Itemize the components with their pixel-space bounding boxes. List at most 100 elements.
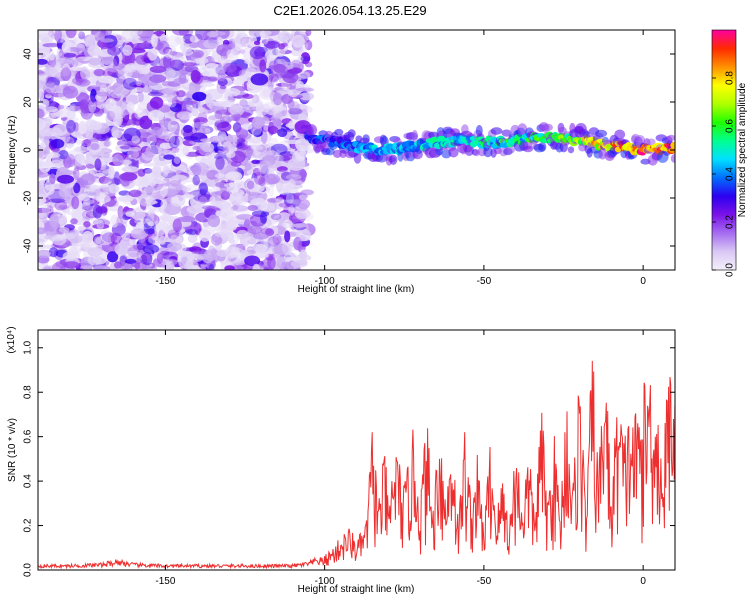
spectrogram-noise-cell (107, 251, 119, 263)
snr-x-label: Height of straight line (km) (298, 584, 415, 595)
spectrogram-noise-cell (101, 232, 118, 243)
spectrogram-noise-cell (293, 236, 302, 251)
spectrogram-noise-cell (141, 174, 158, 186)
spectrogram-noise-cell (192, 175, 200, 186)
spectrogram-noise-cell (38, 212, 45, 219)
spectrogram-noise-cell (158, 235, 167, 245)
spectrogram-noise-cell (76, 56, 94, 61)
spectrogram-noise-cell (119, 172, 138, 181)
spectrogram-noise-cell (300, 189, 314, 196)
spectrogram-noise-cell (98, 75, 116, 84)
spectrogram-track-halo (483, 146, 493, 158)
spectrogram-noise-cell (226, 49, 235, 59)
spectrogram-noise-cell (205, 93, 213, 108)
spectrogram-noise-cell (74, 104, 81, 111)
spectrogram-noise-cell (75, 78, 91, 87)
spectrogram-noise-cell (181, 62, 197, 67)
spectrogram-noise-cell (273, 214, 284, 223)
snr-x-tick-label: -50 (477, 576, 492, 587)
spectrogram-noise-cell (215, 156, 225, 170)
spectrogram-track-halo (503, 146, 515, 154)
colorbar-tick-label: 0.4 (725, 167, 736, 181)
spectrogram-noise-cell (140, 253, 151, 260)
spectrogram-noise-cell (108, 165, 115, 179)
spectrogram-noise-cell (159, 164, 177, 174)
spectrogram-noise-cell (199, 64, 207, 74)
snr-y-tick-label: 0.8 (23, 385, 34, 399)
spectrogram-noise-cell (180, 100, 198, 105)
spectrogram-noise-cell (297, 235, 306, 242)
spectrogram-noise-cell (38, 118, 46, 131)
spectrogram-noise-cell (183, 124, 193, 134)
spectrogram-noise-cell (294, 148, 307, 161)
spectrogram-noise-cell (124, 250, 142, 259)
spectrogram-noise-cell (43, 36, 53, 43)
spectrogram-noise-cell (202, 253, 213, 264)
spectrogram-noise-cell (200, 138, 216, 143)
spectrogram-noise-cell (168, 179, 182, 194)
spectrogram-y-tick-label: 20 (23, 96, 34, 108)
spectrogram-noise-cell (186, 165, 201, 176)
spectrogram-noise-cell (237, 30, 246, 36)
spectrogram-x-tick-label: -150 (155, 276, 175, 287)
spectrogram-noise-cell (180, 126, 197, 138)
spectrogram-noise-cell (96, 194, 111, 204)
spectrogram-noise-cell (299, 92, 315, 101)
spectrogram-noise-cell (142, 41, 150, 48)
spectrogram-track-halo (501, 129, 512, 137)
spectrogram-noise-cell (304, 61, 313, 68)
spectrogram-noise-cell (195, 57, 209, 64)
spectrogram-noise-cell (124, 258, 137, 264)
spectrogram-noise-cell (291, 34, 305, 48)
spectrogram-noise-cell (93, 68, 106, 77)
spectrogram-noise-cell (165, 225, 176, 240)
spectrogram-noise-cell (200, 82, 215, 87)
spectrogram-noise-cell (96, 91, 109, 97)
spectrogram-noise-cell (166, 35, 182, 47)
spectrogram-noise-cell (137, 92, 151, 105)
spectrogram-noise-cell (128, 48, 146, 54)
spectrogram-track-halo (464, 144, 475, 156)
spectrogram-noise-cell (252, 232, 269, 240)
spectrogram-noise-cell (251, 94, 260, 104)
spectrogram-noise-cell (62, 63, 71, 77)
spectrogram-noise-cell (181, 194, 195, 199)
spectrogram-noise-cell (87, 254, 102, 266)
spectrogram-noise-cell (140, 254, 148, 265)
spectrogram-noise-cell (38, 33, 46, 40)
spectrogram-noise-cell (38, 52, 46, 59)
spectrogram-track-halo (490, 127, 503, 135)
spectrogram-noise-cell (86, 141, 103, 153)
spectrogram-noise-cell (95, 206, 108, 214)
spectrogram-noise-cell (92, 133, 103, 140)
spectrogram-noise-cell (157, 40, 170, 55)
spectrogram-noise-cell (276, 166, 288, 172)
spectrogram-noise-cell (212, 111, 228, 123)
spectrogram-noise-cell (93, 265, 111, 270)
spectrogram-noise-cell (41, 204, 51, 216)
spectrogram-noise-cell (128, 189, 142, 198)
spectrogram-noise-cell (265, 173, 281, 185)
spectrogram-noise-cell (228, 238, 236, 245)
spectrogram-noise-cell (73, 182, 81, 194)
spectrogram-noise-cell (98, 157, 108, 162)
spectrogram-noise-cell (121, 166, 139, 173)
colorbar-tick-label: 0.2 (725, 215, 736, 229)
spectrogram-noise-cell (142, 244, 160, 254)
spectrogram-noise-cell (89, 30, 101, 38)
spectrogram-noise-cell (241, 123, 253, 130)
spectrogram-noise-cell (199, 196, 208, 204)
spectrogram-noise-cell (211, 54, 224, 63)
spectrogram-noise-cell (300, 56, 311, 62)
spectrogram-noise-cell (267, 255, 276, 270)
spectrogram-noise-cell (78, 156, 92, 165)
spectrogram-noise-cell (146, 213, 159, 226)
spectrogram-noise-cell (287, 89, 299, 98)
spectrogram-noise-cell (113, 171, 121, 186)
spectrogram-noise-cell (189, 42, 200, 49)
spectrogram-noise-cell (230, 246, 240, 256)
spectrogram-noise-cell (235, 192, 249, 206)
spectrogram-noise-cell (181, 49, 194, 56)
spectrogram-noise-cell (63, 52, 77, 58)
spectrogram-noise-cell (65, 118, 75, 125)
